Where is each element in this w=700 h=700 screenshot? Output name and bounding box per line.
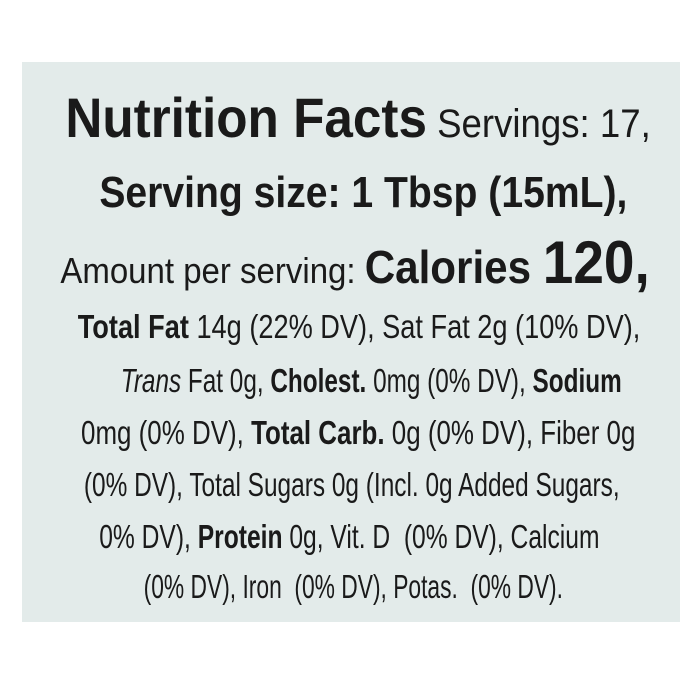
line: Amount per serving: Calories 120, <box>40 229 662 296</box>
serving-size: Serving size: 1 Tbsp (15mL), <box>99 168 627 217</box>
nutrient-text: (0% DV), Total Sugars 0g (Incl. 0g Added… <box>84 466 620 503</box>
nutrient-name: Cholest. <box>270 362 366 399</box>
nutrient-text: 0mg (0% DV), <box>81 414 251 451</box>
nutrient-text: 0% DV), <box>99 518 198 555</box>
servings: Servings: 17, <box>427 102 651 146</box>
nutrient-text: 0g (0% DV), Fiber 0g <box>385 414 636 451</box>
nutrient-text: 14g (22% DV), Sat Fat 2g (10% DV), <box>189 308 640 345</box>
line: (0% DV), Total Sugars 0g (Incl. 0g Added… <box>50 466 640 503</box>
heading: Nutrition Facts <box>65 86 427 149</box>
line: Trans Fat 0g, Cholest. 0mg (0% DV), Sodi… <box>87 362 642 399</box>
nutrient-name: Sodium <box>533 362 622 399</box>
nutrient-name: Total Carb. <box>251 414 385 451</box>
nutrient-text: (0% DV), Iron (0% DV), Potas. (0% DV). <box>144 568 563 605</box>
calories-value: 120, <box>543 229 650 296</box>
nutrient-text: Fat 0g, <box>181 362 270 399</box>
line: Nutrition Facts Servings: 17, <box>45 86 663 149</box>
calories-label: Calories <box>365 241 543 293</box>
nutrient-text: 0mg (0% DV), <box>366 362 532 399</box>
nutrient-name: Protein <box>198 518 283 555</box>
line: Serving size: 1 Tbsp (15mL), <box>45 168 660 217</box>
line: (0% DV), Iron (0% DV), Potas. (0% DV). <box>112 568 582 605</box>
amount-text: Amount per serving: <box>60 250 364 291</box>
line: 0% DV), Protein 0g, Vit. D (0% DV), Calc… <box>65 518 620 555</box>
nutrient-text: Trans <box>121 362 181 399</box>
line: 0mg (0% DV), Total Carb. 0g (0% DV), Fib… <box>45 414 657 451</box>
line: Total Fat 14g (22% DV), Sat Fat 2g (10% … <box>40 308 663 345</box>
nutrient-text: 0g, Vit. D (0% DV), Calcium <box>283 518 600 555</box>
label-panel <box>22 62 680 622</box>
nutrient-name: Total Fat <box>78 308 189 345</box>
